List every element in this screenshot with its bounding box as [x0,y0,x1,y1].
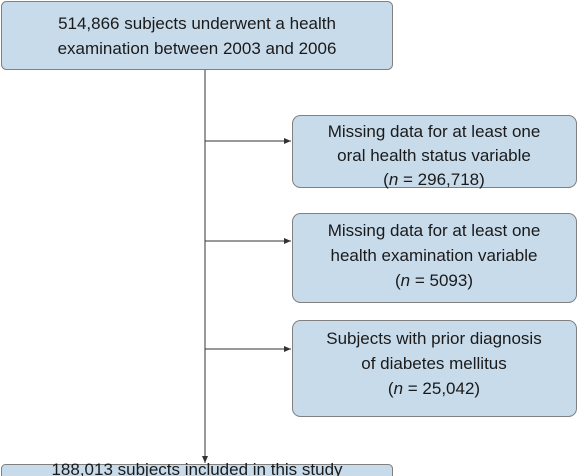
count-text: = 5093) [410,271,473,290]
count-var: n [389,170,398,189]
node-text: 188,013 subjects included in this study [51,460,343,476]
exclusion-node: Subjects with prior diagnosis of diabete… [292,320,577,417]
node-text: Missing data for at least one [328,122,541,141]
node-count: (n = 25,042) [388,379,480,398]
node-text: 514,866 subjects underwent a health [58,14,336,33]
count-text: = 296,718) [398,170,485,189]
count-text: ( [383,170,389,189]
node-count: (n = 5093) [395,271,473,290]
count-text: = 25,042) [403,379,480,398]
count-var: n [401,271,410,290]
node-box [292,320,577,417]
node-text: Subjects with prior diagnosis [326,329,541,348]
node-text: Missing data for at least one [328,221,541,240]
node-box [292,115,577,188]
node-count: (n = 296,718) [383,170,485,189]
node-text: of diabetes mellitus [361,354,507,373]
exclusion-node: Missing data for at least one oral healt… [292,115,577,189]
node-box [1,1,393,70]
start-node: 514,866 subjects underwent a health exam… [1,1,393,70]
count-text: ( [388,379,394,398]
final-node: 188,013 subjects included in this study [1,460,393,476]
exclusion-node: Missing data for at least one health exa… [292,213,577,303]
count-text: ( [395,271,401,290]
node-box [1,464,393,476]
count-var: n [394,379,403,398]
node-text: health examination variable [331,246,538,265]
node-text: oral health status variable [337,146,531,165]
node-text: examination between 2003 and 2006 [58,39,337,58]
node-box [292,213,577,303]
